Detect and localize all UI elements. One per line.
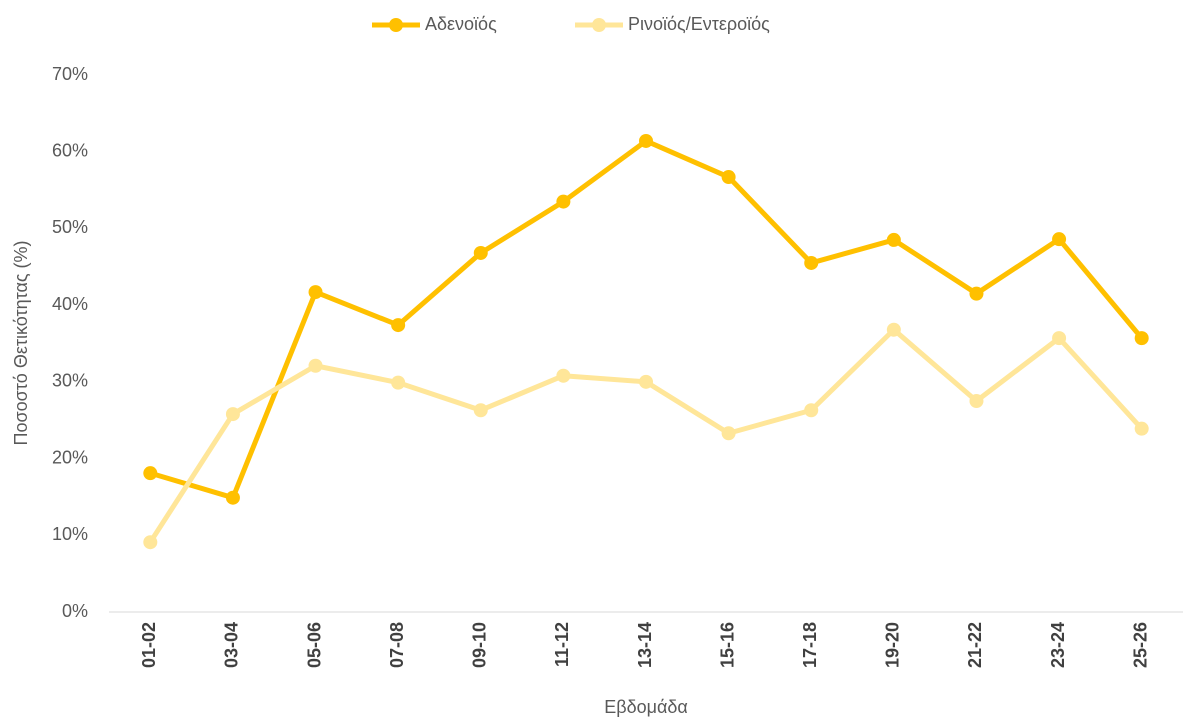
- y-tick-label: 30%: [52, 371, 88, 391]
- y-tick-label: 10%: [52, 524, 88, 544]
- point: [639, 374, 653, 389]
- point: [308, 285, 323, 300]
- point: [886, 322, 901, 337]
- point: [1052, 331, 1067, 346]
- x-tick-label: 11-12: [552, 622, 572, 667]
- y-tick-label: 50%: [52, 217, 88, 237]
- x-tick-label: 03-04: [222, 622, 242, 668]
- point: [225, 490, 240, 505]
- x-tick-label: 07-08: [387, 622, 407, 668]
- x-tick-label: 17-18: [800, 622, 820, 668]
- x-tick-label: 15-16: [717, 622, 737, 668]
- x-tick-label: 25-26: [1130, 622, 1150, 668]
- legend-marker: [592, 18, 606, 32]
- point: [804, 403, 819, 418]
- y-tick-label: 20%: [52, 447, 88, 467]
- legend-label: Αδενοϊός: [425, 14, 497, 34]
- x-tick-label: 09-10: [470, 622, 490, 668]
- x-tick-label: 13-14: [635, 622, 655, 668]
- point: [143, 466, 158, 481]
- y-axis-title: Ποσοστό Θετικότητας (%): [11, 240, 31, 445]
- point: [969, 286, 984, 301]
- x-tick-label: 23-24: [1048, 622, 1068, 668]
- point: [969, 394, 984, 409]
- point: [556, 368, 571, 383]
- y-tick-label: 40%: [52, 294, 88, 314]
- x-tick-label: 05-06: [304, 622, 324, 668]
- x-tick-label: 01-02: [139, 622, 159, 668]
- point: [391, 318, 406, 333]
- point: [639, 133, 653, 148]
- point: [804, 255, 819, 270]
- point: [308, 358, 323, 373]
- legend: Αδενοϊός Ρινοϊός/Εντεροϊός: [372, 14, 770, 34]
- series-line: [148, 327, 1144, 544]
- point: [1134, 421, 1149, 436]
- y-tick-label: 70%: [52, 64, 88, 84]
- y-tick-label: 60%: [52, 140, 88, 160]
- x-tick-label: 21-22: [965, 622, 985, 668]
- point: [1134, 331, 1149, 346]
- point: [721, 426, 736, 441]
- point: [556, 194, 571, 209]
- point: [886, 232, 901, 247]
- x-tick-label: 19-20: [883, 622, 903, 668]
- series-line: [149, 138, 1144, 501]
- point: [1052, 232, 1067, 247]
- point: [143, 535, 158, 550]
- legend-label: Ρινοϊός/Εντεροϊός: [628, 14, 770, 34]
- y-tick-label: 0%: [62, 601, 88, 621]
- point: [391, 375, 406, 390]
- point: [473, 403, 488, 418]
- point: [473, 245, 488, 260]
- legend-marker: [389, 18, 403, 32]
- point: [721, 170, 736, 185]
- point: [225, 407, 240, 422]
- x-axis-title: Εβδομάδα: [604, 697, 688, 717]
